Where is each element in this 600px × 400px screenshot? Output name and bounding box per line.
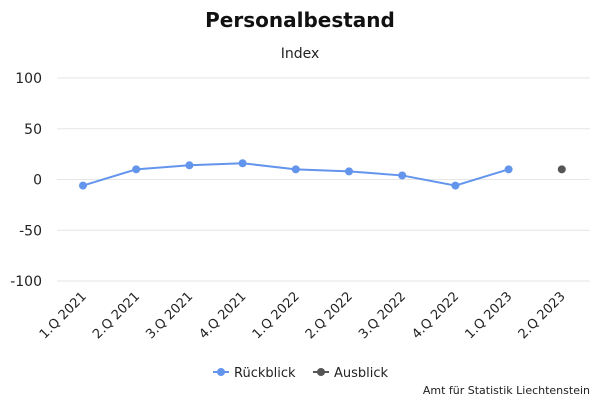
x-tick-label: 1.Q 2023 bbox=[462, 289, 515, 342]
chart-title: Personalbestand bbox=[205, 8, 395, 32]
credit-text: Amt für Statistik Liechtenstein bbox=[423, 384, 590, 397]
y-tick-label: 50 bbox=[24, 122, 42, 138]
data-point[interactable] bbox=[79, 181, 87, 190]
legend-marker-rueckblick bbox=[217, 368, 225, 376]
x-tick-label: 4.Q 2021 bbox=[196, 289, 249, 342]
x-tick-label: 1.Q 2022 bbox=[250, 289, 303, 342]
data-point[interactable] bbox=[557, 165, 566, 174]
x-tick-label: 1.Q 2021 bbox=[37, 289, 90, 342]
legend-item-rueckblick[interactable]: Rückblick bbox=[213, 366, 296, 381]
data-point[interactable] bbox=[504, 165, 513, 174]
x-tick-label: 3.Q 2022 bbox=[356, 289, 409, 342]
legend-label-ausblick: Ausblick bbox=[334, 366, 389, 381]
x-tick-label: 2.Q 2023 bbox=[516, 289, 569, 342]
y-tick-label: -50 bbox=[19, 223, 42, 239]
series-layer bbox=[79, 159, 566, 190]
data-point[interactable] bbox=[345, 167, 353, 176]
x-tick-label: 3.Q 2021 bbox=[143, 289, 196, 342]
data-point[interactable] bbox=[132, 165, 141, 174]
y-tick-label: 0 bbox=[33, 173, 42, 189]
data-point[interactable] bbox=[451, 181, 460, 190]
data-point[interactable] bbox=[185, 161, 194, 170]
data-point[interactable] bbox=[238, 159, 247, 168]
y-tick-label: 100 bbox=[15, 71, 42, 87]
legend-marker-ausblick bbox=[317, 368, 325, 376]
data-point[interactable] bbox=[398, 171, 407, 180]
y-axis-ticks: 100 50 0 -50 -100 bbox=[10, 71, 42, 290]
y-tick-label: -100 bbox=[10, 274, 42, 290]
legend-label-rueckblick: Rückblick bbox=[234, 366, 296, 381]
x-axis-ticks: 1.Q 2021 2.Q 2021 3.Q 2021 4.Q 2021 1.Q 2022… bbox=[37, 289, 569, 342]
x-tick-label: 4.Q 2022 bbox=[409, 289, 462, 342]
chart-subtitle: Index bbox=[281, 46, 320, 62]
legend-item-ausblick[interactable]: Ausblick bbox=[313, 366, 389, 381]
data-point[interactable] bbox=[291, 165, 300, 174]
x-tick-label: 2.Q 2021 bbox=[90, 289, 143, 342]
legend: Rückblick Ausblick bbox=[213, 366, 389, 381]
grid-lines bbox=[57, 77, 590, 282]
x-tick-label: 2.Q 2022 bbox=[303, 289, 356, 342]
